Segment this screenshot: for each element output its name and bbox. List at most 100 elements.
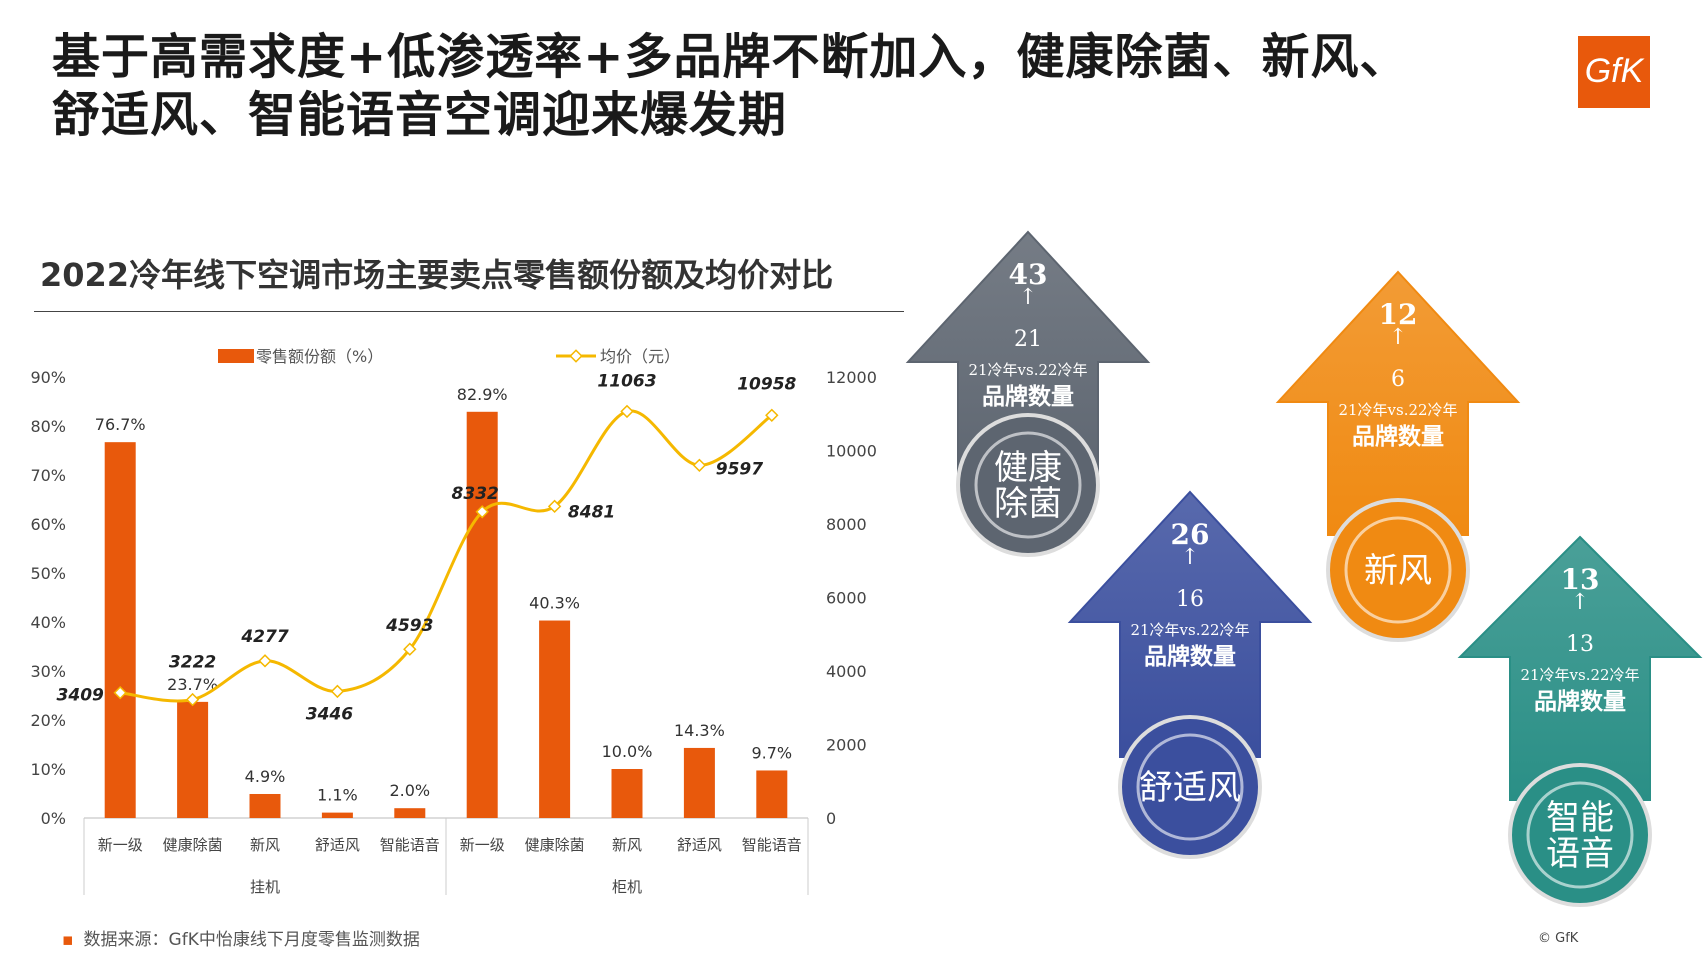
title-line-2: 舒适风、智能语音空调迎来爆发期	[52, 87, 788, 143]
bar	[466, 411, 498, 818]
bar-value-label: 10.0%	[602, 742, 653, 761]
brand-count-22: 26	[1171, 518, 1210, 551]
bar-value-label: 82.9%	[457, 385, 508, 404]
price-line	[120, 409, 773, 703]
price-value-label: 3222	[169, 653, 216, 673]
y-left-tick-label: 50%	[30, 564, 66, 583]
feature-label: 舒适风	[1139, 768, 1241, 808]
x-tick-label: 新风	[612, 836, 642, 854]
y-right-tick-label: 12000	[826, 368, 877, 387]
price-point	[113, 686, 127, 700]
legend-marker-line	[569, 349, 583, 363]
brand-count-22: 43	[1009, 258, 1048, 291]
price-point	[765, 408, 779, 423]
x-tick-label: 新风	[250, 836, 280, 854]
x-tick-label: 智能语音	[380, 836, 440, 854]
y-left-tick-label: 10%	[30, 760, 66, 779]
feature-badge-inner	[1344, 516, 1452, 624]
title-line-1: 基于高需求度+低渗透率+多品牌不断加入，健康除菌、新风、	[52, 29, 1409, 85]
y-left-tick-label: 40%	[30, 613, 66, 632]
up-arrow-icon: ↑	[1181, 545, 1199, 570]
price-value-label: 10958	[737, 374, 796, 394]
bar	[611, 769, 643, 818]
bar	[104, 442, 136, 818]
y-right-tick-label: 10000	[826, 442, 877, 461]
brand-count-21: 13	[1566, 632, 1594, 657]
price-point	[185, 692, 200, 707]
price-point	[620, 404, 634, 419]
bar-value-label: 1.1%	[317, 786, 358, 805]
page-title: 基于高需求度+低渗透率+多品牌不断加入，健康除菌、新风、 舒适风、智能语音空调迎…	[52, 28, 1442, 144]
period-compare: 21冷年vs.22冷年	[1338, 401, 1457, 419]
brand-count-caption: 品牌数量	[1534, 688, 1626, 715]
y-left-tick-label: 60%	[30, 515, 66, 534]
gfk-logo: GfK	[1578, 36, 1650, 108]
x-tick-label: 健康除菌	[525, 836, 585, 854]
brand-count-22: 12	[1379, 298, 1418, 331]
brand-count-21: 6	[1391, 367, 1405, 392]
period-compare: 21冷年vs.22冷年	[1130, 621, 1249, 639]
bar-value-label: 76.7%	[95, 415, 146, 434]
y-right-tick-label: 8000	[826, 515, 867, 534]
brand-count-caption: 品牌数量	[982, 383, 1074, 410]
x-group-label: 柜机	[612, 878, 642, 896]
y-right-tick-label: 2000	[826, 736, 867, 755]
brand-count-21: 16	[1176, 587, 1204, 612]
bar-value-label: 40.3%	[529, 594, 580, 613]
bar-value-label: 9.7%	[751, 743, 792, 762]
y-right-tick-label: 6000	[826, 589, 867, 608]
x-tick-label: 新一级	[460, 836, 505, 854]
y-right-tick-label: 4000	[826, 662, 867, 681]
bar-value-label: 2.0%	[389, 781, 430, 800]
price-value-label: 9597	[716, 459, 763, 479]
copyright: © GfK	[1538, 931, 1579, 946]
feature-label: 新风	[1364, 551, 1432, 591]
legend-swatch-bar	[218, 349, 254, 363]
chart-title: 2022冷年线下空调市场主要卖点零售额份额及均价对比	[40, 256, 834, 294]
price-value-label: 4593	[385, 616, 433, 636]
x-tick-label: 舒适风	[677, 836, 722, 854]
feature-label: 健康	[994, 448, 1062, 488]
price-value-label: 8481	[568, 502, 615, 522]
data-source: ▪ 数据来源：GfK中怡康线下月度零售监测数据	[62, 925, 420, 950]
bullet-icon: ▪	[62, 930, 74, 950]
x-group-label: 挂机	[250, 878, 280, 896]
feature-badge-inner	[1136, 733, 1244, 841]
x-tick-label: 新一级	[98, 836, 143, 854]
y-left-tick-label: 30%	[30, 662, 66, 681]
brand-count-22: 13	[1561, 563, 1600, 596]
period-compare: 21冷年vs.22冷年	[968, 361, 1087, 379]
price-point	[330, 684, 345, 699]
y-right-tick-label: 0	[826, 809, 836, 828]
bar-value-label: 23.7%	[167, 675, 218, 694]
y-left-tick-label: 90%	[30, 368, 66, 387]
brand-count-caption: 品牌数量	[1352, 423, 1444, 450]
price-value-label: 8332	[452, 484, 499, 504]
feature-label: 智能	[1546, 798, 1614, 838]
y-left-tick-label: 80%	[30, 417, 66, 436]
bar	[394, 808, 426, 818]
legend-label-line: 均价（元）	[600, 347, 680, 366]
x-tick-label: 舒适风	[315, 836, 360, 854]
bar	[249, 793, 281, 818]
up-arrow-icon: ↑	[1389, 325, 1407, 350]
bar	[683, 747, 715, 818]
x-tick-label: 健康除菌	[163, 836, 223, 854]
y-left-tick-label: 0%	[41, 809, 66, 828]
x-tick-label: 智能语音	[742, 836, 802, 854]
price-point	[692, 458, 707, 473]
price-point	[547, 499, 562, 514]
bar	[756, 770, 788, 818]
period-compare: 21冷年vs.22冷年	[1520, 666, 1639, 684]
bar-value-label: 14.3%	[674, 721, 725, 740]
legend-label-bar: 零售额份额（%）	[256, 347, 383, 366]
logo-text: GfK	[1584, 52, 1644, 90]
y-left-tick-label: 20%	[30, 711, 66, 730]
price-value-label: 4277	[240, 627, 288, 647]
bar	[539, 620, 571, 818]
combo-chart: 0% 10% 20% 30% 40% 50% 60% 70% 80% 90% 0 2000 4000 60…	[30, 347, 877, 896]
bar	[177, 701, 209, 818]
source-text: 数据来源：GfK中怡康线下月度零售监测数据	[83, 930, 420, 950]
title-divider	[34, 311, 904, 312]
